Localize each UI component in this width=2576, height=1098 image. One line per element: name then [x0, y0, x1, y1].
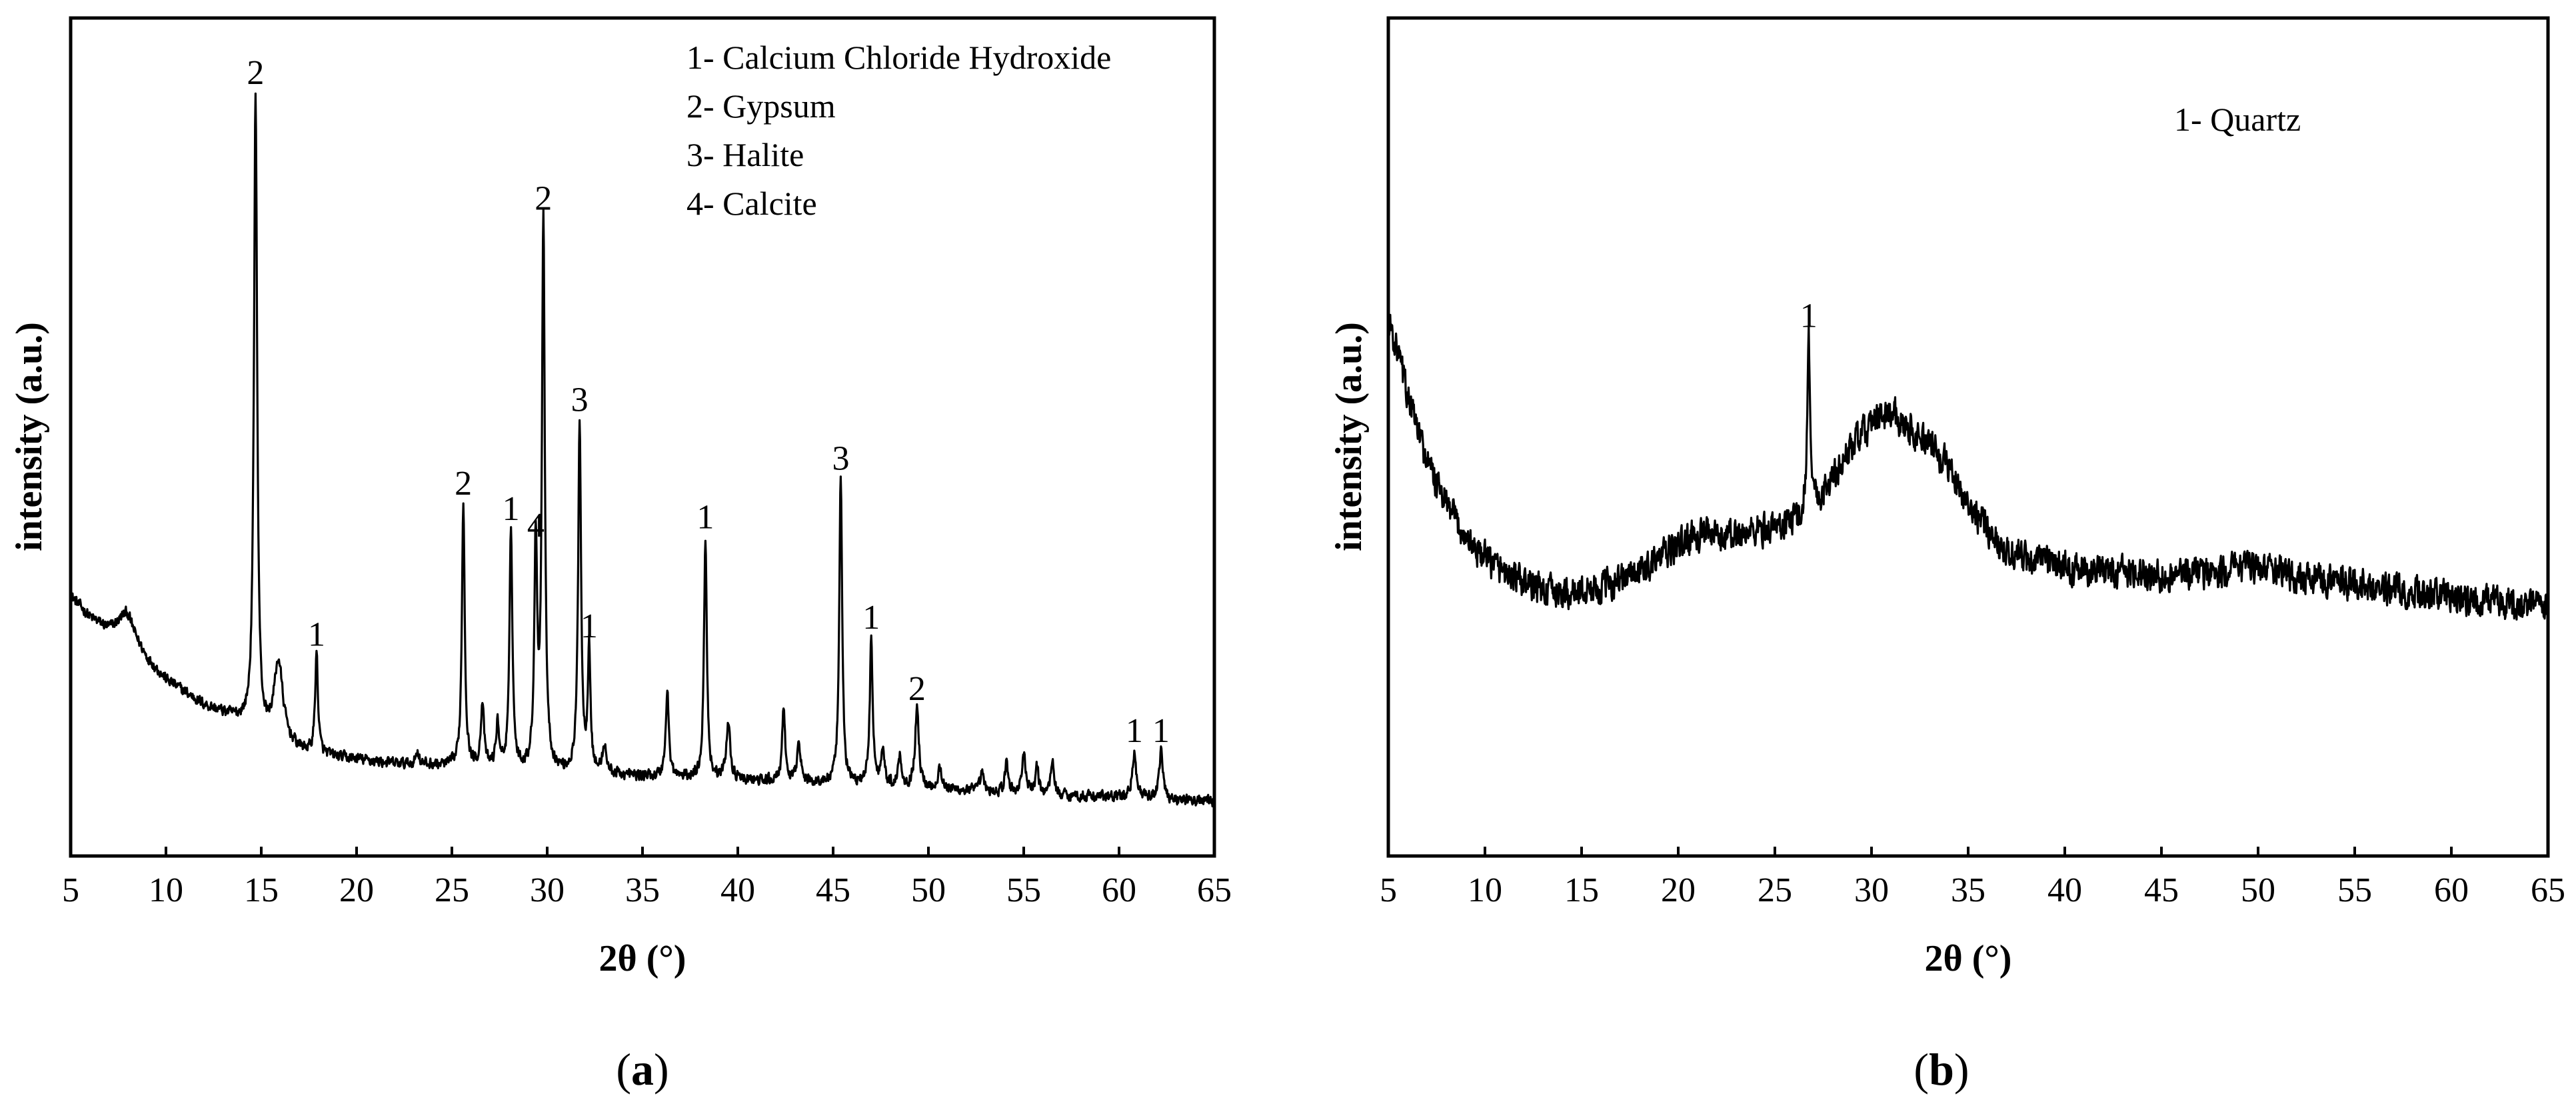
peak-label-a-1: 2	[247, 54, 264, 92]
panel-caption-a: (a)	[616, 1044, 668, 1095]
peak-label-a-3: 1	[308, 615, 325, 653]
x-axis-label-a: 2θ (°)	[599, 938, 686, 979]
diffraction-trace-a	[69, 92, 1216, 807]
peak-label-a-31: 1	[1152, 712, 1170, 750]
y-axis-label-a: intensity (a.u.)	[9, 322, 50, 551]
peak-label-a-23: 2	[908, 670, 926, 708]
peak-label-a-5: 2	[455, 465, 472, 503]
x-tick-label-b-1: 10	[1468, 871, 1502, 909]
peak-label-b-0: 1	[1800, 297, 1818, 335]
x-tick-label-a-0: 5	[62, 871, 79, 909]
x-tick-label-a-5: 30	[530, 871, 565, 909]
x-tick-label-a-3: 20	[339, 871, 374, 909]
x-tick-label-a-2: 15	[244, 871, 279, 909]
peak-label-a-15: 1	[696, 498, 714, 536]
peak-label-a-12: 1	[581, 607, 598, 645]
x-tick-label-a-9: 50	[911, 871, 946, 909]
legend-entry-a-1: 1- Calcium Chloride Hydroxide	[686, 39, 1111, 76]
x-tick-label-b-5: 30	[1854, 871, 1889, 909]
x-tick-label-b-7: 40	[2047, 871, 2082, 909]
x-tick-label-b-3: 20	[1661, 871, 1696, 909]
x-tick-label-a-4: 25	[435, 871, 469, 909]
peak-label-a-9: 4	[527, 507, 545, 545]
x-axis-label-b: 2θ (°)	[1925, 938, 2012, 979]
x-tick-label-b-9: 50	[2241, 871, 2275, 909]
x-tick-label-a-1: 10	[149, 871, 183, 909]
peak-label-a-8: 1	[503, 490, 520, 528]
plot-frame-a	[69, 16, 1216, 858]
peak-label-a-30: 1	[1126, 712, 1143, 750]
diffraction-trace-b	[1387, 313, 2549, 621]
x-tick-label-b-12: 65	[2531, 871, 2565, 909]
x-tick-label-b-6: 35	[1951, 871, 1985, 909]
chart-panel-b: 5 10 15 20 25 30 35 40 45 50 55 60 65 1 1- Quartz 2θ…	[1328, 16, 2565, 1095]
x-tick-label-b-11: 60	[2434, 871, 2469, 909]
x-tick-label-b-8: 45	[2144, 871, 2179, 909]
legend-a: 1- Calcium Chloride Hydroxide 2- Gypsum …	[686, 39, 1111, 222]
x-tick-label-b-0: 5	[1380, 871, 1397, 909]
peak-label-a-19: 3	[832, 439, 849, 477]
panel-caption-b: (b)	[1914, 1044, 1969, 1095]
legend-entry-a-2: 2- Gypsum	[686, 87, 836, 125]
x-tick-label-b-10: 55	[2337, 871, 2372, 909]
x-tick-label-a-10: 55	[1006, 871, 1041, 909]
panel-caption-letter-a: a	[631, 1044, 654, 1095]
x-tick-label-b-2: 15	[1564, 871, 1599, 909]
peak-label-a-20: 1	[862, 599, 880, 637]
x-tick-label-a-7: 40	[720, 871, 755, 909]
legend-entry-b-1: 1- Quartz	[2174, 101, 2301, 138]
legend-entry-a-4: 4- Calcite	[686, 185, 817, 222]
peak-label-a-10: 2	[535, 180, 552, 218]
legend-entry-a-3: 3- Halite	[686, 136, 804, 173]
x-ticks-a: 5 10 15 20 25 30 35 40 45 50 55 60 65	[62, 847, 1232, 909]
x-tick-label-a-11: 60	[1102, 871, 1136, 909]
panel-caption-letter-b: b	[1929, 1044, 1954, 1095]
y-axis-label-b: intensity (a.u.)	[1328, 322, 1370, 551]
x-tick-label-a-8: 45	[816, 871, 850, 909]
peak-label-a-11: 3	[571, 381, 589, 419]
x-ticks-b: 5 10 15 20 25 30 35 40 45 50 55 60 65	[1380, 847, 2565, 909]
x-tick-label-b-4: 25	[1758, 871, 1792, 909]
peak-labels-b: 1	[1800, 297, 1818, 335]
plot-frame-b	[1386, 16, 2550, 858]
x-tick-label-a-6: 35	[625, 871, 660, 909]
x-tick-label-a-12: 65	[1197, 871, 1232, 909]
legend-b: 1- Quartz	[2174, 101, 2301, 138]
